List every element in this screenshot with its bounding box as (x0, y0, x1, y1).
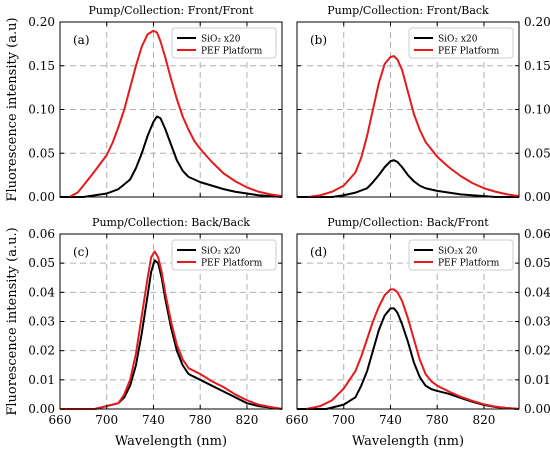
y-tick-label: 0.05 (524, 146, 550, 160)
y-tick-label: 0.02 (524, 344, 550, 358)
x-tick-label: 660 (49, 413, 72, 427)
series-line-1 (297, 307, 520, 410)
y-tick-label: 0.10 (28, 103, 55, 117)
y-tick-label: 0.01 (524, 373, 550, 387)
x-axis-label: Wavelength (nm) (115, 434, 227, 449)
x-tick-label: 820 (472, 413, 495, 427)
panel-label: (a) (73, 33, 90, 47)
legend: SiO₂ x20 PEF Platform (408, 27, 514, 59)
legend-label: PEF Platform (201, 259, 263, 269)
series-line-2 (308, 55, 520, 198)
x-tick-label: 740 (142, 413, 165, 427)
legend-label: PEF Platform (438, 47, 500, 57)
y-tick-label: 0.05 (28, 256, 55, 270)
legend-label: PEF Platform (201, 47, 263, 57)
panel-label: (b) (310, 33, 327, 47)
y-tick-label: 0.00 (524, 402, 550, 416)
y-tick-label: 0.03 (28, 315, 55, 329)
chart-title: Pump/Collection: Front/Front (89, 4, 255, 17)
chart-title: Pump/Collection: Front/Back (327, 4, 489, 17)
x-tick-label: 700 (332, 413, 355, 427)
y-tick-label: 0.01 (28, 373, 55, 387)
chart-panel-4: 660 700 740 780 820 0.00 0.01 0.02 0.03 0.04 0.05 0… (286, 216, 550, 449)
series-line-2 (68, 29, 283, 198)
legend-label: SiO₂ x20 (201, 247, 241, 257)
x-tick-label: 780 (189, 413, 212, 427)
chart-panel-3: 660 700 740 780 820 0.00 0.01 0.02 0.03 0.04 0.05 0… (5, 216, 283, 449)
y-tick-label: 0.20 (28, 15, 55, 29)
legend: SiO₂ x20 PEF Platform (171, 27, 277, 59)
legend-label: PEF Platform (438, 259, 500, 269)
y-tick-label: 0.15 (524, 59, 550, 73)
y-tick-label: 0.05 (28, 146, 55, 160)
y-tick-label: 0.04 (524, 285, 550, 299)
x-axis-label: Wavelength (nm) (352, 434, 464, 449)
y-tick-label: 0.15 (28, 59, 55, 73)
y-tick-label: 0.02 (28, 344, 55, 358)
series-line-2 (306, 288, 520, 410)
x-tick-label: 660 (286, 413, 309, 427)
legend-box (408, 27, 514, 59)
legend-box (408, 239, 514, 271)
chart-panel-2: 0.00 0.05 0.10 0.15 0.20 Pump/Collection: Fro… (296, 4, 550, 204)
x-tick-label: 820 (235, 413, 258, 427)
legend-box (171, 27, 277, 59)
legend-label: SiO₂ x20 (438, 35, 478, 45)
y-tick-label: 0.06 (28, 227, 55, 241)
y-tick-label: 0.06 (524, 227, 550, 241)
series-line-1 (60, 259, 283, 410)
chart-title: Pump/Collection: Back/Front (327, 216, 489, 229)
panel-label: (d) (310, 245, 327, 259)
legend-label: SiO₂ x20 (201, 35, 241, 45)
series-line-2 (60, 250, 283, 410)
legend-box (171, 239, 277, 271)
y-axis-label: Fluorescence intensity (a.u) (5, 17, 20, 201)
y-axis-label: Fluorescence intensity (a.u.) (5, 227, 20, 415)
x-tick-label: 780 (426, 413, 449, 427)
x-tick-label: 700 (95, 413, 118, 427)
y-tick-label: 0.03 (524, 315, 550, 329)
legend: SiO₂ x20 PEF Platform (171, 239, 277, 271)
y-tick-label: 0.00 (28, 190, 55, 204)
series-line-1 (297, 159, 519, 198)
y-tick-label: 0.00 (524, 190, 550, 204)
y-tick-label: 0.05 (524, 256, 550, 270)
panel-label: (c) (73, 245, 89, 259)
y-tick-label: 0.10 (524, 103, 550, 117)
chart-panel-1: 0.00 0.05 0.10 0.15 0.20 Pump/Collection: Fro… (5, 4, 283, 204)
y-tick-label: 0.20 (524, 15, 550, 29)
y-tick-label: 0.00 (28, 402, 55, 416)
legend-label: SiO₂x 20 (438, 247, 478, 257)
legend: SiO₂x 20 PEF Platform (408, 239, 514, 271)
x-tick-label: 740 (379, 413, 402, 427)
series-line-1 (60, 115, 283, 198)
y-tick-label: 0.04 (28, 285, 55, 299)
chart-title: Pump/Collection: Back/Back (92, 216, 250, 229)
